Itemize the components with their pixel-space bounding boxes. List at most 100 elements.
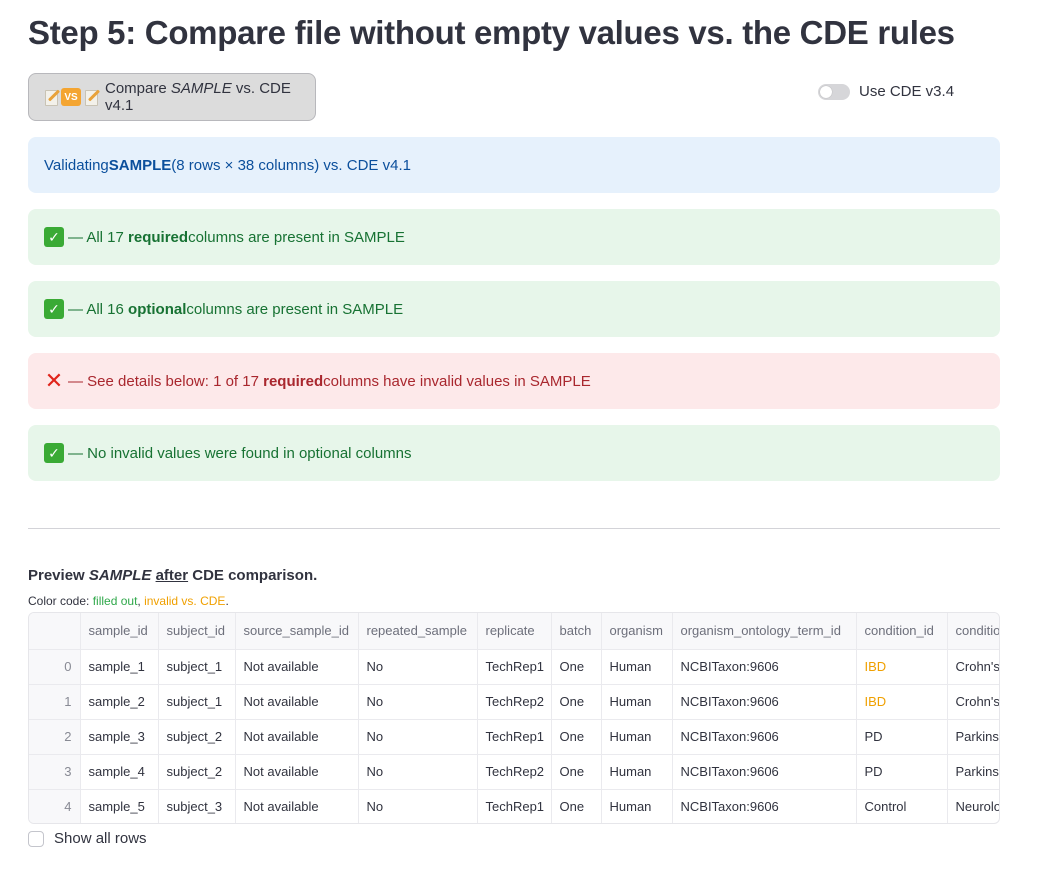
table-cell[interactable]: sample_5: [80, 789, 159, 823]
toggle-knob: [820, 85, 832, 98]
table-cell[interactable]: sample_2: [80, 684, 159, 720]
table-cell[interactable]: PD: [856, 719, 948, 755]
table-cell[interactable]: Human: [601, 649, 673, 685]
required-invalid-alert: ✕ — See details below: 1 of 17 required …: [28, 353, 1000, 409]
table-body: 0 sample_1 subject_1 Not available No TechRep…: [29, 649, 999, 823]
table-cell[interactable]: Human: [601, 754, 673, 790]
check-icon: ✓: [44, 299, 64, 319]
table-cell[interactable]: Crohn's: [947, 684, 999, 720]
optional-valid-alert: ✓ — No invalid values were found in opti…: [28, 425, 1000, 481]
column-header[interactable]: subject_id: [158, 613, 236, 650]
table-cell[interactable]: No: [358, 754, 478, 790]
column-header[interactable]: conditio: [947, 613, 999, 650]
column-header[interactable]: organism: [601, 613, 673, 650]
check-icon: ✓: [44, 227, 64, 247]
row-index[interactable]: 0: [29, 649, 81, 685]
table-cell[interactable]: NCBITaxon:9606: [672, 719, 857, 755]
table-cell[interactable]: TechRep2: [477, 684, 552, 720]
show-all-rows[interactable]: Show all rows: [28, 830, 147, 847]
preview-title: Preview SAMPLE after CDE comparison.: [28, 567, 318, 584]
table-cell[interactable]: Not available: [235, 719, 359, 755]
column-header[interactable]: organism_ontology_term_id: [672, 613, 857, 650]
cross-icon: ✕: [44, 368, 64, 393]
legend-invalid: invalid vs. CDE: [144, 594, 226, 608]
table-cell[interactable]: Human: [601, 684, 673, 720]
table-cell[interactable]: Not available: [235, 684, 359, 720]
color-code-legend: Color code: filled out, invalid vs. CDE.: [28, 594, 229, 608]
vs-icon: VS: [61, 88, 81, 106]
table-cell[interactable]: TechRep1: [477, 789, 552, 823]
table-cell[interactable]: subject_1: [158, 684, 236, 720]
index-header[interactable]: [29, 613, 81, 650]
table-cell[interactable]: No: [358, 789, 478, 823]
table-cell[interactable]: Human: [601, 789, 673, 823]
table-cell[interactable]: Not available: [235, 649, 359, 685]
check-icon: ✓: [44, 443, 64, 463]
table-cell[interactable]: NCBITaxon:9606: [672, 649, 857, 685]
cde-version-toggle[interactable]: Use CDE v3.4: [818, 83, 954, 100]
table-cell[interactable]: Control: [856, 789, 948, 823]
table-cell[interactable]: One: [551, 754, 602, 790]
table-cell[interactable]: TechRep2: [477, 754, 552, 790]
table-cell[interactable]: No: [358, 719, 478, 755]
table-cell[interactable]: One: [551, 789, 602, 823]
table-cell[interactable]: IBD: [856, 649, 948, 685]
table-cell[interactable]: NCBITaxon:9606: [672, 684, 857, 720]
table-cell[interactable]: subject_2: [158, 754, 236, 790]
table-cell[interactable]: NCBITaxon:9606: [672, 754, 857, 790]
column-header[interactable]: source_sample_id: [235, 613, 359, 650]
page-title: Step 5: Compare file without empty value…: [28, 14, 955, 51]
table-cell[interactable]: One: [551, 719, 602, 755]
show-all-rows-checkbox[interactable]: [28, 830, 44, 847]
data-table: sample_id subject_id source_sample_id repea…: [29, 613, 999, 823]
table-row: 0 sample_1 subject_1 Not available No TechRep…: [29, 649, 999, 685]
toggle-switch[interactable]: [818, 83, 850, 100]
column-header[interactable]: batch: [551, 613, 602, 650]
column-header[interactable]: condition_id: [856, 613, 948, 650]
table-cell[interactable]: Not available: [235, 754, 359, 790]
optional-present-alert: ✓ — All 16 optional columns are present …: [28, 281, 1000, 337]
legend-filled: filled out: [92, 594, 138, 608]
row-index[interactable]: 3: [29, 754, 81, 790]
table-cell[interactable]: No: [358, 684, 478, 720]
table-cell[interactable]: One: [551, 649, 602, 685]
toggle-label: Use CDE v3.4: [859, 83, 955, 100]
table-cell[interactable]: TechRep1: [477, 649, 552, 685]
column-header[interactable]: sample_id: [80, 613, 159, 650]
table-row: 4 sample_5 subject_3 Not available No TechRep…: [29, 789, 999, 823]
show-all-rows-label: Show all rows: [54, 830, 147, 847]
compare-button-label: Compare SAMPLE vs. CDE v4.1: [105, 80, 291, 114]
compare-button[interactable]: VS Compare SAMPLE vs. CDE v4.1: [28, 73, 316, 121]
table-cell[interactable]: Parkinso: [947, 754, 999, 790]
table-cell[interactable]: PD: [856, 754, 948, 790]
table-cell[interactable]: IBD: [856, 684, 948, 720]
divider: [28, 528, 1000, 529]
table-cell[interactable]: TechRep1: [477, 719, 552, 755]
column-header[interactable]: repeated_sample: [358, 613, 478, 650]
table-cell[interactable]: sample_3: [80, 719, 159, 755]
preview-table[interactable]: sample_id subject_id source_sample_id repea…: [28, 612, 1000, 824]
table-cell[interactable]: No: [358, 649, 478, 685]
table-cell[interactable]: subject_2: [158, 719, 236, 755]
table-cell[interactable]: subject_3: [158, 789, 236, 823]
table-cell[interactable]: Not available: [235, 789, 359, 823]
row-index[interactable]: 1: [29, 684, 81, 720]
table-cell[interactable]: subject_1: [158, 649, 236, 685]
table-cell[interactable]: Parkinso: [947, 719, 999, 755]
table-cell[interactable]: NCBITaxon:9606: [672, 789, 857, 823]
table-cell[interactable]: One: [551, 684, 602, 720]
table-cell[interactable]: sample_1: [80, 649, 159, 685]
row-index[interactable]: 4: [29, 789, 81, 823]
memo-icon: [43, 89, 59, 106]
row-index[interactable]: 2: [29, 719, 81, 755]
table-cell[interactable]: Neurolo: [947, 789, 999, 823]
table-cell[interactable]: Human: [601, 719, 673, 755]
table-row: 3 sample_4 subject_2 Not available No TechRep…: [29, 754, 999, 790]
memo-icon: [83, 89, 99, 106]
required-present-alert: ✓ — All 17 required columns are present …: [28, 209, 1000, 265]
info-alert: Validating SAMPLE (8 rows × 38 columns) …: [28, 137, 1000, 193]
table-cell[interactable]: Crohn's: [947, 649, 999, 685]
table-row: 1 sample_2 subject_1 Not available No TechRep…: [29, 684, 999, 720]
column-header[interactable]: replicate: [477, 613, 552, 650]
table-cell[interactable]: sample_4: [80, 754, 159, 790]
